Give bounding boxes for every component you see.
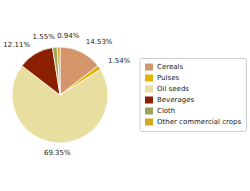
legend-label: Cloth <box>157 107 175 115</box>
data-labels: 14.53% 1.54% 69.35% 12.11%1.55%0.94% <box>3 32 130 157</box>
data-label: 1.54% <box>108 57 131 65</box>
pie <box>12 47 108 143</box>
data-label: 69.35% <box>44 149 71 157</box>
data-label: 1.55% <box>33 33 56 41</box>
legend-swatch <box>145 64 153 71</box>
legend-label: Oil seeds <box>157 85 189 93</box>
legend-frame <box>140 59 246 132</box>
legend: Cereals Pulses Oil seeds Beverages Cloth Othe… <box>140 59 246 132</box>
legend-label: Other commercial crops <box>157 118 241 126</box>
legend-swatch <box>145 75 153 82</box>
chart: 14.53% 1.54% 69.35% 12.11%1.55%0.94% Cereals… <box>0 0 250 191</box>
legend-swatch <box>145 97 153 104</box>
legend-swatch <box>145 119 153 126</box>
legend-label: Pulses <box>157 74 179 82</box>
pie-slice <box>53 47 60 95</box>
pie-slice <box>57 47 60 95</box>
data-label: 14.53% <box>86 38 113 46</box>
legend-swatch <box>145 108 153 115</box>
pie-slice <box>22 48 60 95</box>
legend-label: Cereals <box>157 63 183 71</box>
legend-swatch <box>145 86 153 93</box>
data-label: 12.11% <box>3 41 30 49</box>
legend-label: Beverages <box>157 96 194 104</box>
data-label: 0.94% <box>57 32 80 40</box>
